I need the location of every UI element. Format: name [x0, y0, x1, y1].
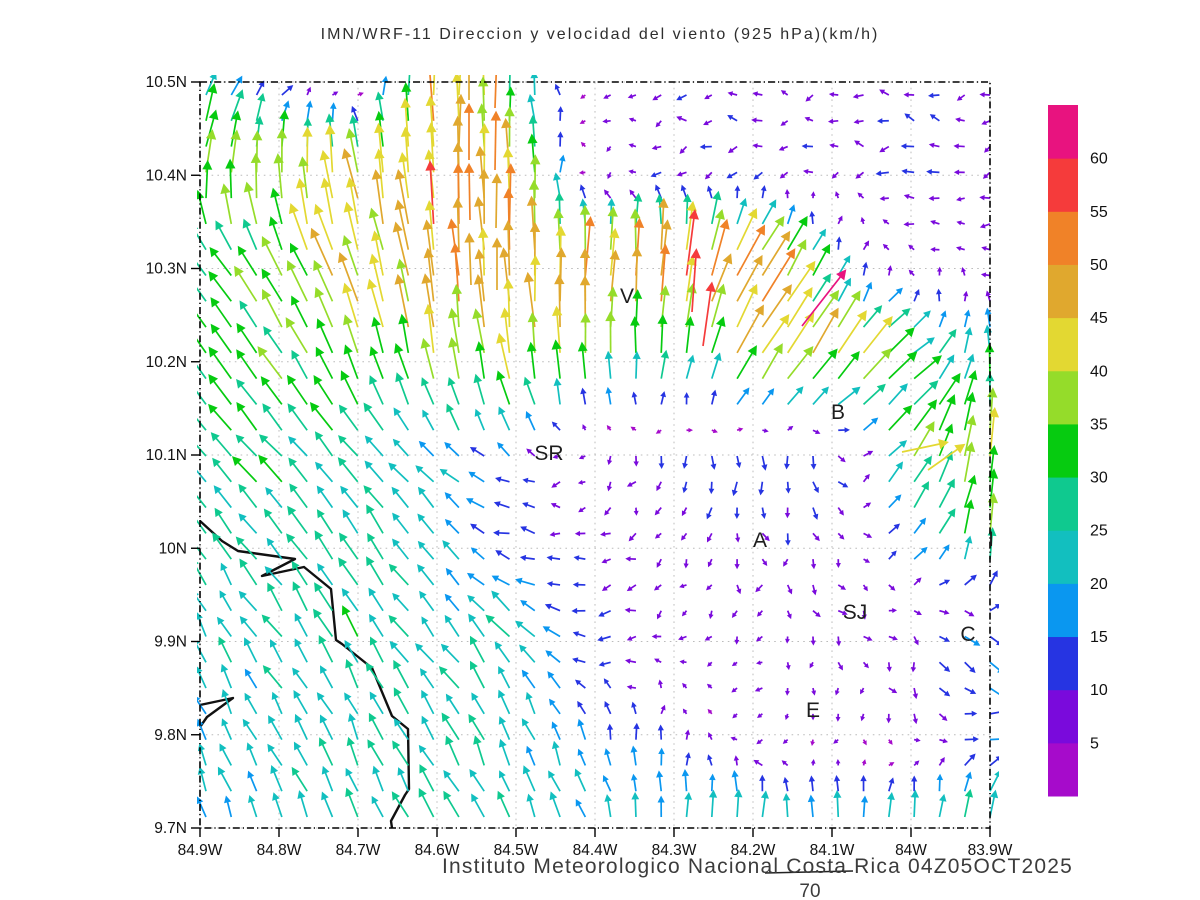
colorbar-segment [1048, 370, 1078, 425]
axis-ticks [191, 81, 991, 837]
lon-tick-label: 83.9W [968, 842, 1013, 859]
wind-vectors-highlight [463, 75, 966, 471]
lat-tick-label: 9.8N [154, 727, 187, 744]
colorbar-tick-label: 45 [1090, 310, 1108, 327]
lon-tick-label: 84.1W [810, 842, 855, 859]
lon-tick-label: 84.6W [415, 842, 460, 859]
station-label-i: I [988, 528, 994, 551]
colorbar-tick-label: 55 [1090, 204, 1108, 221]
colorbar-segment [1048, 423, 1078, 478]
colorbar-segment [1048, 158, 1078, 212]
lon-tick-label: 84.7W [336, 842, 381, 859]
colorbar-tick-label: 35 [1090, 416, 1108, 433]
lat-tick-label: 10.5N [146, 74, 187, 91]
grid-lines [199, 81, 991, 829]
colorbar-tick-label: 10 [1090, 682, 1108, 699]
colorbar-segment [1048, 689, 1078, 744]
colorbar-segment [1048, 636, 1078, 691]
reference-vector-label: 70 [799, 881, 820, 900]
colorbar-tick-label: 40 [1090, 363, 1108, 380]
lon-tick-label: 84.9W [178, 842, 223, 859]
colorbar-segment [1048, 530, 1078, 584]
colorbar-tick-label: 30 [1090, 470, 1108, 487]
station-label-a: A [753, 529, 767, 552]
lat-tick-label: 9.9N [154, 634, 187, 651]
lon-tick-label: 84W [895, 842, 927, 859]
station-labels: V SR B A I SJ C E [534, 285, 994, 722]
lat-tick-label: 9.7N [154, 820, 187, 837]
colorbar-segment [1048, 211, 1078, 265]
colorbar-segment [1048, 742, 1078, 797]
colorbar-tick-label: 15 [1090, 629, 1108, 646]
chart-title: IMN/WRF-11 Direccion y velocidad del vie… [320, 26, 880, 43]
colorbar-tick-label: 60 [1090, 151, 1108, 168]
lon-tick-label: 84.4W [573, 842, 618, 859]
station-label-v: V [620, 285, 634, 308]
colorbar-segment [1048, 583, 1078, 638]
colorbar-tick-label: 5 [1090, 735, 1099, 752]
colorbar-tick-label: 20 [1090, 576, 1108, 593]
reference-vector: 70 [764, 870, 854, 900]
coastline [199, 520, 411, 829]
colorbar-segment [1048, 477, 1078, 531]
axis-labels: 10.5N 10.4N 10.3N 10.2N 10.1N 10N 9.9N 9.8N 9.7N… [146, 74, 1013, 859]
wind-vectors [197, 75, 999, 818]
colorbar-tick-label: 25 [1090, 523, 1108, 540]
colorbar-segment [1048, 105, 1078, 159]
station-label-b: B [831, 401, 845, 424]
station-label-e: E [806, 699, 820, 722]
lon-tick-label: 84.2W [731, 842, 776, 859]
colorbar-tick-label: 50 [1090, 257, 1108, 274]
colorbar: 5 10 15 20 25 30 35 40 45 50 55 60 [1048, 105, 1108, 797]
lat-tick-label: 10.1N [146, 447, 187, 464]
station-label-sj: SJ [843, 601, 868, 624]
lat-tick-label: 10.4N [146, 167, 187, 184]
lat-tick-label: 10N [159, 540, 187, 557]
lon-tick-label: 84.5W [494, 842, 539, 859]
colorbar-segment [1048, 317, 1078, 372]
lon-tick-label: 84.8W [257, 842, 302, 859]
station-label-sr: SR [534, 442, 563, 465]
lat-tick-label: 10.2N [146, 354, 187, 371]
lon-tick-label: 84.3W [652, 842, 697, 859]
station-label-c: C [960, 623, 975, 646]
lat-tick-label: 10.3N [146, 261, 187, 278]
colorbar-segment [1048, 264, 1078, 319]
